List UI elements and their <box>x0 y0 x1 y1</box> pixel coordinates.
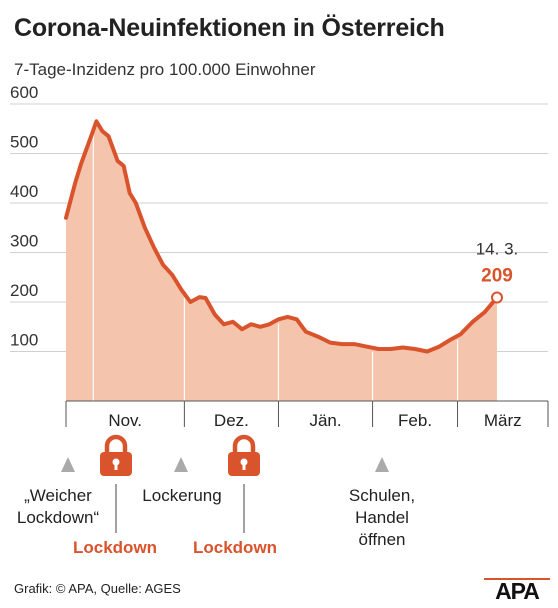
event-weicher-lockdown-line2: Lockdown“ <box>16 508 100 527</box>
padlock-icon <box>100 434 132 476</box>
y-tick-label: 100 <box>10 331 38 350</box>
footer-source: Grafik: © APA, Quelle: AGES <box>14 581 181 596</box>
area-fill <box>66 121 497 402</box>
event-lockerung-line1: Lockerung <box>142 486 222 505</box>
event-schulen-line1: Schulen, <box>348 486 416 505</box>
event-marker-triangle <box>174 457 188 472</box>
lock-shackle <box>104 434 128 454</box>
y-axis-ticks: 100 200 300 400 500 600 <box>10 83 38 350</box>
lockdown-label-2: Lockdown <box>193 538 278 557</box>
annotation-value: 209 <box>481 266 513 287</box>
lock-shackle <box>232 434 256 454</box>
month-guides <box>92 133 459 401</box>
event-schulen-line3: öffnen <box>358 530 406 549</box>
x-tick-label: Dez. <box>214 411 249 430</box>
event-schulen-handel: Schulen, Handel öffnen <box>322 485 442 551</box>
annotation-date: 14. 3. <box>476 240 519 259</box>
y-tick-label: 400 <box>10 182 38 201</box>
event-weicher-lockdown: „Weicher Lockdown“ <box>0 485 116 529</box>
lock-keyhole-slot <box>114 463 118 470</box>
event-lockerung: Lockerung <box>124 485 240 507</box>
lock-keyhole-slot <box>242 463 246 470</box>
chart-subtitle: 7-Tage-Inzidenz pro 100.000 Einwohner <box>14 60 316 79</box>
logo-text: APA <box>495 578 539 600</box>
logo-bar <box>484 578 550 580</box>
event-schulen-line2: Handel <box>355 508 409 527</box>
end-point-marker <box>491 291 503 304</box>
event-marker-triangle <box>61 457 75 472</box>
lock-keyhole <box>112 458 120 466</box>
x-tick-label: Jän. <box>309 411 341 430</box>
lock-keyhole <box>240 458 248 466</box>
x-axis: Nov. Dez. Jän. Feb. März <box>65 400 549 430</box>
x-tick-label: Nov. <box>108 411 142 430</box>
y-tick-label: 300 <box>10 232 38 251</box>
event-marker-triangle <box>375 457 389 472</box>
event-markers <box>61 434 389 533</box>
apa-logo: APA <box>484 578 550 600</box>
series-line <box>64 119 499 354</box>
y-tick-label: 600 <box>10 83 38 102</box>
x-tick-label: März <box>484 411 522 430</box>
lockdown-label-1: Lockdown <box>73 538 158 557</box>
y-tick-label: 200 <box>10 281 38 300</box>
padlock-icon <box>228 434 260 476</box>
y-tick-label: 500 <box>10 133 38 152</box>
event-weicher-lockdown-line1: „Weicher <box>24 486 92 505</box>
x-tick-label: Feb. <box>398 411 432 430</box>
chart-title: Corona-Neuinfektionen in Österreich <box>14 14 445 42</box>
